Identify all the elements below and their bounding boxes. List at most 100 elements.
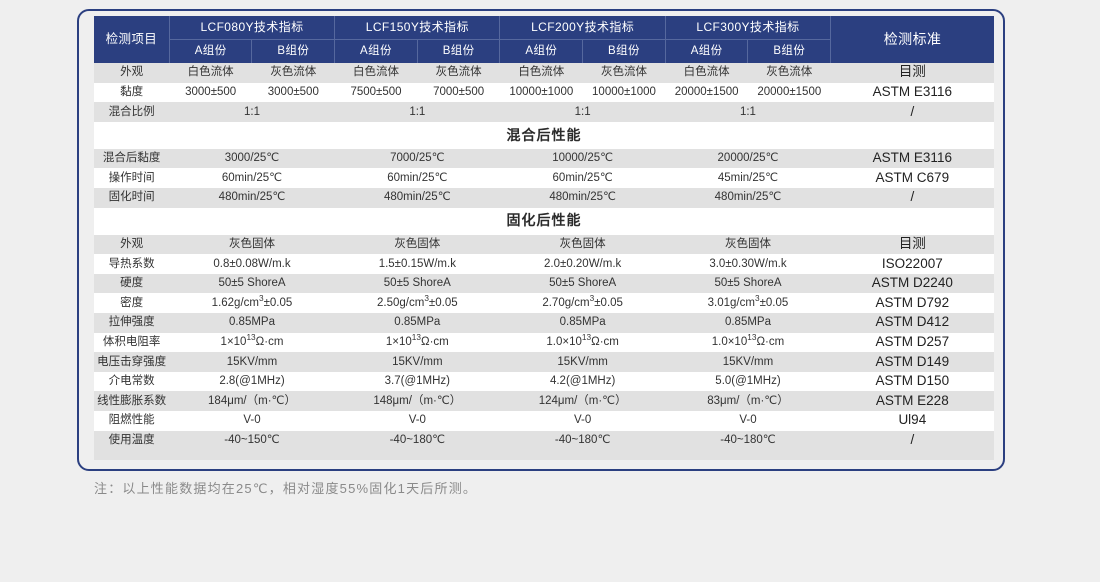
- table-row: 外观 灰色固体 灰色固体 灰色固体 灰色固体 目测: [94, 234, 994, 255]
- row-cell: 20000±1500: [665, 82, 748, 103]
- table-row: 外观 白色流体 灰色流体 白色流体 灰色流体 白色流体 灰色流体 白色流体 灰色流体 目测: [94, 63, 994, 83]
- header-sub-3a: A组份: [665, 39, 749, 63]
- table-row: 混合后黏度 3000/25℃ 7000/25℃ 10000/25℃ 20000/25℃ A…: [94, 148, 994, 169]
- row-cell: 60min/25℃: [169, 168, 335, 188]
- header-sub-0a: A组份: [169, 39, 253, 63]
- row-cell: V-0: [334, 410, 500, 431]
- row-cell: 0.85MPa: [665, 312, 831, 333]
- row-cell: 1.62g/cm3±0.05: [169, 293, 335, 313]
- row-cell: 50±5 ShoreA: [499, 273, 666, 294]
- header-standard-col: 检测标准: [830, 16, 994, 63]
- row-label: 固化时间: [94, 187, 170, 208]
- header-group-3: LCF300Y技术指标: [665, 16, 832, 40]
- header-sub-3b: B组份: [747, 39, 832, 63]
- row-standard: 目测: [830, 234, 994, 255]
- row-cell: 10000±1000: [499, 82, 583, 103]
- row-standard: ASTM E3116: [830, 82, 994, 103]
- row-standard: /: [830, 430, 994, 451]
- row-standard: ASTM D149: [830, 352, 994, 372]
- row-cell: 45min/25℃: [665, 168, 831, 188]
- row-cell: -40~150℃: [169, 430, 335, 451]
- header-group-1: LCF150Y技术指标: [334, 16, 501, 40]
- row-label: 密度: [94, 293, 170, 313]
- header-row-groups: 检测项目 LCF080Y技术指标 LCF150Y技术指标 LCF200Y技术指标…: [94, 16, 994, 63]
- table-row: 导热系数 0.8±0.08W/m.k 1.5±0.15W/m.k 2.0±0.20W/…: [94, 254, 994, 274]
- row-standard: ISO22007: [830, 254, 994, 274]
- row-cell: 1:1: [499, 102, 666, 122]
- row-cell: 20000/25℃: [665, 148, 831, 169]
- row-cell: 0.85MPa: [334, 312, 500, 333]
- row-cell: 7000/25℃: [334, 148, 500, 169]
- row-cell: 50±5 ShoreA: [665, 273, 831, 294]
- row-cell: 2.70g/cm3±0.05: [499, 293, 666, 313]
- row-cell: 1:1: [169, 102, 335, 122]
- table-head: 检测项目 LCF080Y技术指标 LCF150Y技术指标 LCF200Y技术指标…: [94, 16, 994, 63]
- table-row: 体积电阻率 1×1013Ω·cm 1×1013Ω·cm 1.0×1013Ω·cm 1.0…: [94, 332, 994, 353]
- row-standard: ASTM D412: [830, 312, 994, 333]
- spec-table-container: 检测项目 LCF080Y技术指标 LCF150Y技术指标 LCF200Y技术指标…: [94, 16, 994, 461]
- row-cell: 白色流体: [665, 63, 748, 83]
- row-cell: 1:1: [665, 102, 831, 122]
- row-cell: 灰色流体: [417, 63, 500, 83]
- table-row: 混合比例 1:1 1:1 1:1 1:1/: [94, 102, 994, 122]
- row-standard: ASTM E3116: [830, 148, 994, 169]
- row-standard: ASTM D257: [830, 332, 994, 353]
- row-standard: ASTM C679: [830, 168, 994, 188]
- spec-table: 检测项目 LCF080Y技术指标 LCF150Y技术指标 LCF200Y技术指标…: [94, 16, 994, 461]
- row-cell: 白色流体: [334, 63, 418, 83]
- row-cell: 灰色流体: [747, 63, 831, 83]
- row-cell: 184μm/（m·℃）: [169, 391, 335, 411]
- row-cell: V-0: [665, 410, 831, 431]
- row-cell: 灰色固体: [334, 234, 500, 255]
- header-item-col: 检测项目: [94, 16, 170, 63]
- row-cell: 灰色流体: [251, 63, 335, 83]
- row-cell: 15KV/mm: [334, 352, 500, 372]
- row-cell: 4.2(@1MHz): [499, 371, 666, 392]
- row-label: 电压击穿强度: [94, 352, 170, 372]
- row-cell: 83μm/（m·℃）: [665, 391, 831, 411]
- row-label: 混合比例: [94, 102, 170, 122]
- section-title: 混合后性能: [94, 121, 994, 149]
- row-cell: 3.01g/cm3±0.05: [665, 293, 831, 313]
- header-sub-1a: A组份: [334, 39, 418, 63]
- row-cell: 1.5±0.15W/m.k: [334, 254, 500, 274]
- row-cell: 2.50g/cm3±0.05: [334, 293, 500, 313]
- row-cell: 1.0×1013Ω·cm: [499, 332, 666, 353]
- row-cell: 3000/25℃: [169, 148, 335, 169]
- row-cell: 50±5 ShoreA: [334, 273, 500, 294]
- row-standard: 目测: [830, 63, 994, 83]
- row-standard: /: [830, 102, 994, 122]
- row-cell: 1.0×1013Ω·cm: [665, 332, 831, 353]
- header-sub-0b: B组份: [251, 39, 336, 63]
- table-row: 阻燃性能 V-0 V-0 V-0 V-0 Ul94: [94, 410, 994, 431]
- header-row-subs: A组份 B组份 A组份 B组份 A组份 B组份 A组份 B组份: [94, 39, 994, 63]
- row-cell: 480min/25℃: [499, 187, 666, 208]
- row-cell: 1×1013Ω·cm: [169, 332, 335, 353]
- header-group-2: LCF200Y技术指标: [499, 16, 666, 40]
- row-cell: 5.0(@1MHz): [665, 371, 831, 392]
- row-cell: 3.7(@1MHz): [334, 371, 500, 392]
- row-cell: 60min/25℃: [499, 168, 666, 188]
- header-group-0: LCF080Y技术指标: [169, 16, 336, 40]
- table-row: 硬度 50±5 ShoreA 50±5 ShoreA 50±5 ShoreA 50±5 …: [94, 273, 994, 294]
- row-cell: 白色流体: [169, 63, 252, 83]
- section-band-mixed: 混合后性能: [94, 121, 994, 149]
- row-label: 导热系数: [94, 254, 170, 274]
- row-cell: 2.0±0.20W/m.k: [499, 254, 666, 274]
- header-sub-2b: B组份: [582, 39, 666, 63]
- row-cell: 15KV/mm: [169, 352, 335, 372]
- row-cell: 灰色固体: [169, 234, 335, 255]
- row-cell: 3000±500: [251, 82, 335, 103]
- row-standard: Ul94: [830, 410, 994, 431]
- row-label: 阻燃性能: [94, 410, 170, 431]
- row-cell: 10000±1000: [582, 82, 666, 103]
- row-cell: 灰色流体: [582, 63, 666, 83]
- row-cell: -40~180℃: [334, 430, 500, 451]
- row-cell: 1×1013Ω·cm: [334, 332, 500, 353]
- row-cell: V-0: [499, 410, 666, 431]
- spacer-cell: [94, 450, 994, 461]
- row-cell: 7000±500: [417, 82, 500, 103]
- row-cell: 灰色固体: [499, 234, 666, 255]
- table-row: 电压击穿强度 15KV/mm 15KV/mm 15KV/mm 15KV/mm ASTM D…: [94, 352, 994, 372]
- row-cell: 480min/25℃: [169, 187, 335, 208]
